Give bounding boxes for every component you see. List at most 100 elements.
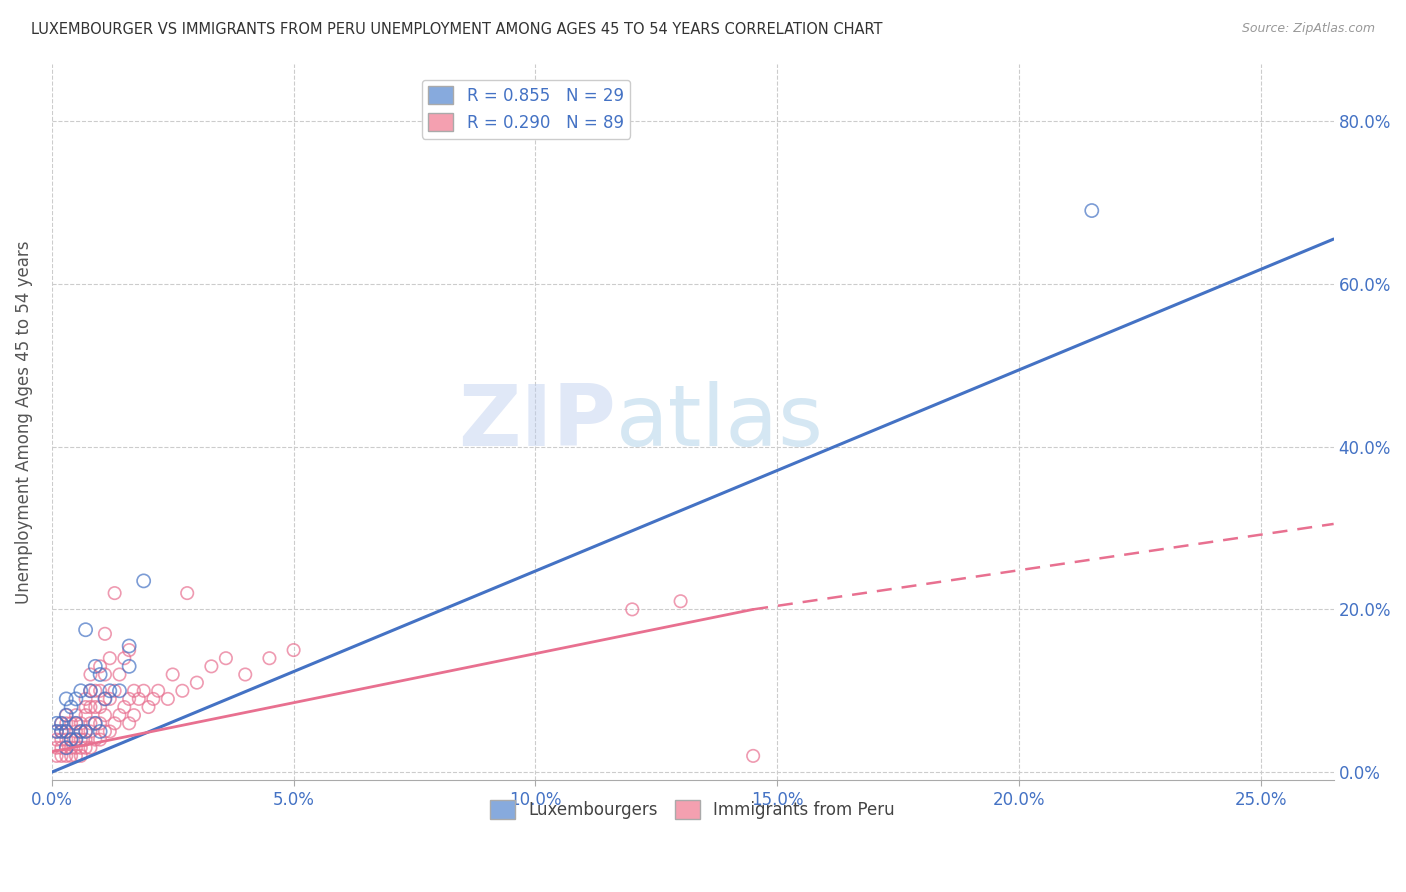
Point — [176, 586, 198, 600]
Point — [65, 732, 87, 747]
Point — [79, 683, 101, 698]
Point — [104, 683, 127, 698]
Point — [172, 683, 194, 698]
Point — [94, 692, 117, 706]
Point — [45, 748, 67, 763]
Point — [69, 716, 91, 731]
Point — [79, 740, 101, 755]
Point — [79, 724, 101, 739]
Point — [89, 700, 111, 714]
Point — [118, 692, 141, 706]
Point — [84, 700, 107, 714]
Point — [283, 643, 305, 657]
Point — [108, 667, 131, 681]
Point — [69, 683, 91, 698]
Point — [104, 716, 127, 731]
Point — [60, 732, 83, 747]
Point — [118, 716, 141, 731]
Point — [94, 692, 117, 706]
Point — [75, 623, 97, 637]
Point — [94, 627, 117, 641]
Point — [132, 683, 155, 698]
Point — [69, 724, 91, 739]
Point — [94, 708, 117, 723]
Point — [65, 716, 87, 731]
Point — [45, 724, 67, 739]
Point — [89, 732, 111, 747]
Point — [51, 724, 73, 739]
Point — [45, 732, 67, 747]
Point — [65, 740, 87, 755]
Point — [742, 748, 765, 763]
Point — [60, 748, 83, 763]
Point — [1081, 203, 1104, 218]
Point — [55, 724, 77, 739]
Text: LUXEMBOURGER VS IMMIGRANTS FROM PERU UNEMPLOYMENT AMONG AGES 45 TO 54 YEARS CORR: LUXEMBOURGER VS IMMIGRANTS FROM PERU UNE… — [31, 22, 883, 37]
Point — [75, 708, 97, 723]
Point — [75, 724, 97, 739]
Point — [98, 692, 121, 706]
Point — [669, 594, 692, 608]
Point — [108, 708, 131, 723]
Point — [132, 574, 155, 588]
Point — [142, 692, 165, 706]
Point — [118, 659, 141, 673]
Point — [69, 724, 91, 739]
Legend: Luxembourgers, Immigrants from Peru: Luxembourgers, Immigrants from Peru — [484, 794, 901, 826]
Point — [84, 732, 107, 747]
Point — [60, 740, 83, 755]
Point — [89, 683, 111, 698]
Point — [128, 692, 150, 706]
Point — [51, 740, 73, 755]
Point — [215, 651, 238, 665]
Point — [55, 748, 77, 763]
Point — [233, 667, 256, 681]
Point — [51, 716, 73, 731]
Point — [89, 724, 111, 739]
Point — [156, 692, 179, 706]
Point — [112, 700, 135, 714]
Point — [65, 716, 87, 731]
Y-axis label: Unemployment Among Ages 45 to 54 years: Unemployment Among Ages 45 to 54 years — [15, 241, 32, 604]
Point — [84, 716, 107, 731]
Point — [108, 683, 131, 698]
Point — [65, 692, 87, 706]
Point — [55, 724, 77, 739]
Point — [122, 683, 145, 698]
Point — [65, 708, 87, 723]
Point — [94, 667, 117, 681]
Point — [94, 724, 117, 739]
Text: ZIP: ZIP — [458, 381, 616, 464]
Point — [98, 683, 121, 698]
Point — [75, 700, 97, 714]
Point — [55, 708, 77, 723]
Point — [45, 724, 67, 739]
Point — [60, 700, 83, 714]
Point — [69, 732, 91, 747]
Point — [118, 639, 141, 653]
Point — [55, 716, 77, 731]
Point — [45, 716, 67, 731]
Point — [60, 716, 83, 731]
Point — [79, 716, 101, 731]
Point — [98, 651, 121, 665]
Point — [51, 716, 73, 731]
Point — [200, 659, 222, 673]
Point — [186, 675, 208, 690]
Point — [89, 659, 111, 673]
Point — [621, 602, 644, 616]
Point — [98, 724, 121, 739]
Point — [51, 748, 73, 763]
Point — [75, 724, 97, 739]
Point — [55, 740, 77, 755]
Point — [104, 586, 127, 600]
Text: atlas: atlas — [616, 381, 824, 464]
Point — [162, 667, 184, 681]
Point — [259, 651, 281, 665]
Point — [84, 683, 107, 698]
Point — [75, 740, 97, 755]
Point — [69, 740, 91, 755]
Point — [55, 732, 77, 747]
Point — [112, 651, 135, 665]
Point — [75, 692, 97, 706]
